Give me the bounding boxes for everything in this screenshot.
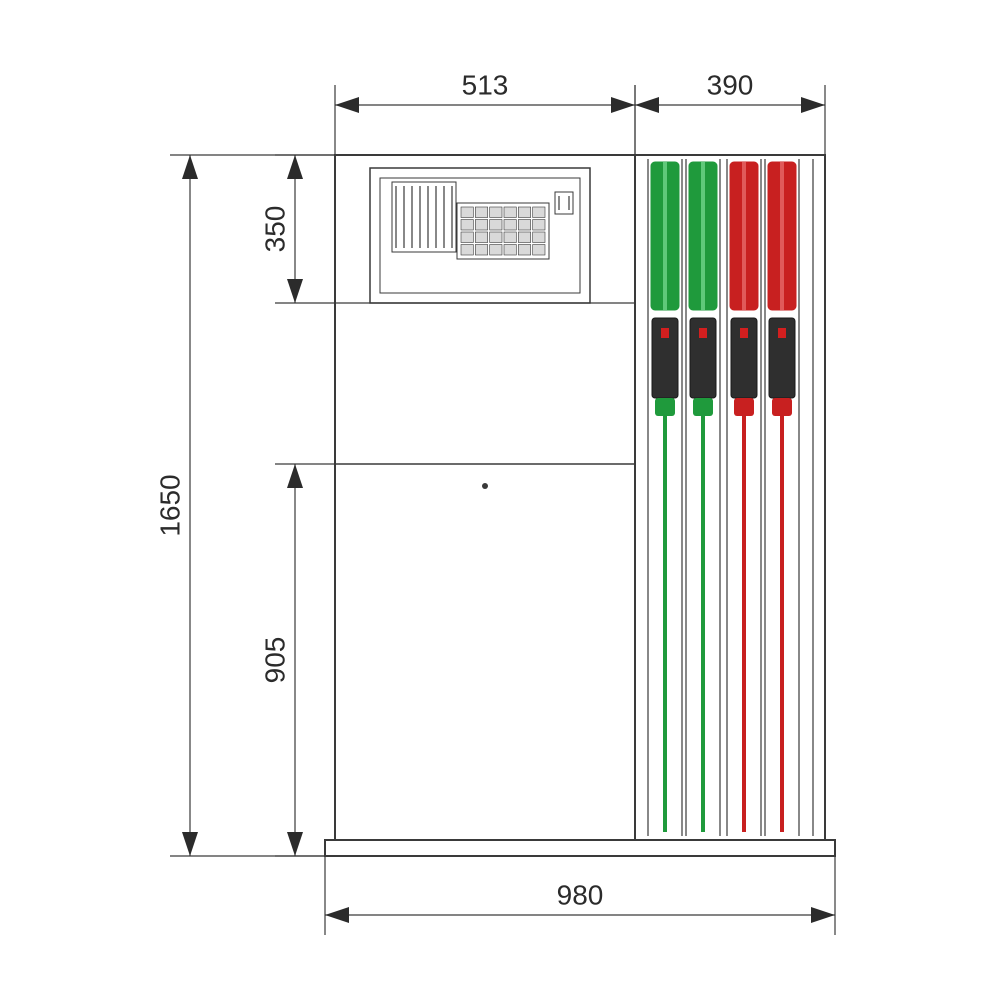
equipment-body bbox=[325, 155, 835, 856]
top-right: 390 bbox=[635, 69, 825, 155]
bottom-value: 980 bbox=[557, 879, 604, 910]
top-left: 513 bbox=[335, 69, 635, 155]
left-full: 1650 bbox=[154, 155, 335, 856]
left-upper-value: 350 bbox=[259, 206, 290, 253]
base-plate bbox=[325, 840, 835, 856]
dimension-drawing: 513 390 1650 350 905 980 bbox=[0, 0, 1000, 1000]
top-left-value: 513 bbox=[462, 69, 509, 100]
bottom: 980 bbox=[325, 856, 835, 935]
left-full-value: 1650 bbox=[154, 474, 185, 536]
left-upper: 350 bbox=[259, 155, 335, 303]
top-right-value: 390 bbox=[707, 69, 754, 100]
left-lower-value: 905 bbox=[259, 637, 290, 684]
lock-dot bbox=[482, 483, 488, 489]
left-lower: 905 bbox=[259, 464, 335, 856]
